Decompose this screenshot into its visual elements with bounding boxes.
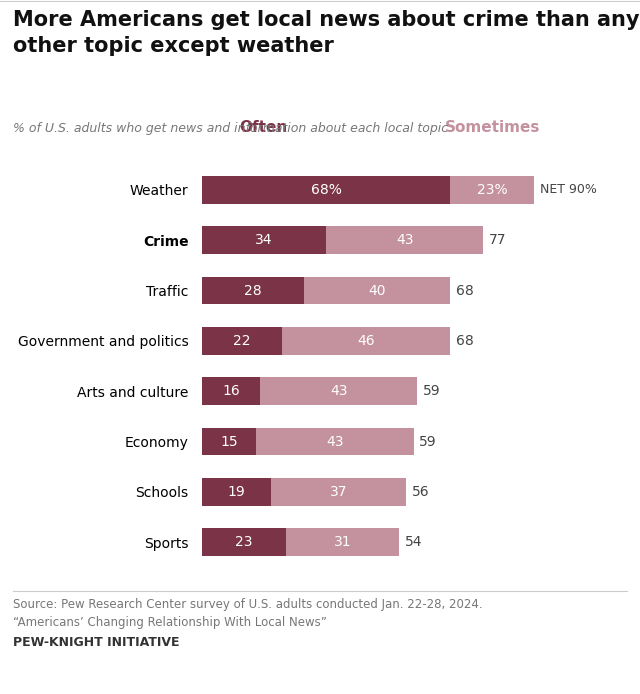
Text: other topic except weather: other topic except weather [13, 36, 333, 56]
Text: Often: Often [239, 120, 288, 135]
Text: 77: 77 [489, 233, 506, 247]
Text: 23%: 23% [477, 183, 508, 197]
Bar [304, 277, 451, 305]
Text: 28: 28 [244, 284, 262, 298]
Text: 40: 40 [369, 284, 386, 298]
Bar [271, 478, 406, 506]
Bar [202, 277, 304, 305]
Bar [285, 529, 399, 556]
Text: 22: 22 [233, 334, 251, 348]
Text: 23: 23 [235, 535, 252, 550]
Bar [282, 327, 451, 355]
Text: 68: 68 [456, 284, 474, 298]
Text: Source: Pew Research Center survey of U.S. adults conducted Jan. 22-28, 2024.: Source: Pew Research Center survey of U.… [13, 598, 483, 611]
Text: “Americans’ Changing Relationship With Local News”: “Americans’ Changing Relationship With L… [13, 616, 326, 629]
Bar [326, 226, 483, 254]
Bar [257, 428, 413, 455]
Text: 15: 15 [220, 434, 238, 448]
Bar [451, 176, 534, 203]
Text: Sometimes: Sometimes [445, 120, 540, 135]
Text: 56: 56 [412, 485, 429, 499]
Text: 31: 31 [333, 535, 351, 550]
Text: 54: 54 [404, 535, 422, 550]
Text: 68%: 68% [310, 183, 341, 197]
Text: 46: 46 [357, 334, 375, 348]
Text: 34: 34 [255, 233, 273, 247]
Bar [202, 176, 451, 203]
Bar [202, 378, 260, 405]
Text: 43: 43 [396, 233, 413, 247]
Text: 59: 59 [423, 384, 440, 398]
Bar [202, 327, 282, 355]
Bar [260, 378, 417, 405]
Bar [202, 478, 271, 506]
Text: 37: 37 [330, 485, 348, 499]
Text: 59: 59 [419, 434, 437, 448]
Text: More Americans get local news about crime than any: More Americans get local news about crim… [13, 10, 639, 30]
Text: PEW-KNIGHT INITIATIVE: PEW-KNIGHT INITIATIVE [13, 636, 179, 650]
Bar [202, 428, 257, 455]
Bar [202, 529, 285, 556]
Text: % of U.S. adults who get news and information about each local topic: % of U.S. adults who get news and inform… [13, 122, 448, 135]
Text: 68: 68 [456, 334, 474, 348]
Bar [202, 226, 326, 254]
Text: NET 90%: NET 90% [540, 183, 596, 196]
Text: 16: 16 [222, 384, 240, 398]
Text: 19: 19 [227, 485, 245, 499]
Text: 43: 43 [330, 384, 348, 398]
Text: 43: 43 [326, 434, 344, 448]
